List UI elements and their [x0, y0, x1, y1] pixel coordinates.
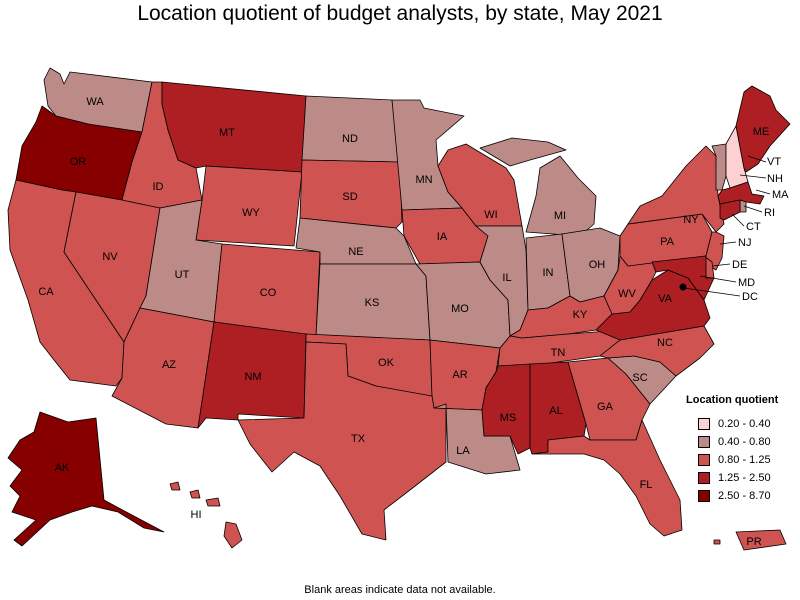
state-label-CO: CO — [260, 287, 277, 299]
state-label-NJ: NJ — [738, 237, 751, 249]
state-label-AZ: AZ — [162, 359, 176, 371]
state-WY[interactable] — [195, 165, 303, 247]
state-AK[interactable] — [7, 411, 165, 547]
legend-label: 0.40 - 0.80 — [718, 436, 771, 448]
state-label-WA: WA — [86, 96, 104, 108]
state-label-UT: UT — [175, 269, 190, 281]
state-FL[interactable] — [531, 419, 683, 537]
state-label-SC: SC — [632, 372, 647, 384]
state-label-MA: MA — [772, 189, 789, 201]
footnote: Blank areas indicate data not available. — [304, 584, 496, 596]
state-label-KY: KY — [573, 309, 588, 321]
state-label-TN: TN — [551, 347, 566, 359]
state-label-ID: ID — [153, 181, 164, 193]
state-label-MT: MT — [219, 127, 235, 139]
state-MS[interactable] — [481, 363, 531, 455]
state-label-NY: NY — [683, 214, 699, 226]
state-label-WV: WV — [618, 288, 636, 300]
state-SD[interactable] — [299, 159, 403, 229]
state-label-PA: PA — [660, 236, 675, 248]
state-label-NM: NM — [244, 371, 261, 383]
state-label-DC: DC — [742, 291, 758, 303]
legend-swatch — [698, 418, 710, 430]
state-TN[interactable] — [497, 329, 623, 367]
territory-PR[interactable] — [735, 529, 787, 551]
state-label-FL: FL — [640, 479, 653, 491]
state-label-MO: MO — [451, 303, 469, 315]
state-label-VT: VT — [767, 156, 781, 168]
state-label-TX: TX — [351, 433, 366, 445]
state-label-LA: LA — [456, 445, 470, 457]
state-label-MI: MI — [554, 210, 566, 222]
state-label-MN: MN — [415, 174, 432, 186]
legend-item: 0.40 - 0.80 — [686, 433, 778, 451]
state-label-IL: IL — [502, 272, 511, 284]
state-label-AL: AL — [549, 405, 562, 417]
state-label-KS: KS — [365, 297, 380, 309]
state-MD[interactable] — [651, 255, 715, 301]
legend-swatch — [698, 472, 710, 484]
state-label-OR: OR — [70, 156, 87, 168]
leader-lines — [683, 155, 771, 297]
state-label-SD: SD — [342, 191, 357, 203]
dc-marker[interactable] — [679, 283, 687, 291]
state-label-CT: CT — [746, 221, 761, 233]
legend-swatch — [698, 436, 710, 448]
pr-island-islet — [713, 539, 721, 545]
legend-item: 0.80 - 1.25 — [686, 451, 778, 469]
state-ME[interactable] — [735, 85, 791, 173]
legend-label: 0.80 - 1.25 — [718, 454, 771, 466]
state-ND[interactable] — [301, 95, 401, 163]
state-label-NC: NC — [657, 337, 673, 349]
state-label-HI-text: HI — [191, 509, 202, 521]
state-label-VA: VA — [658, 293, 673, 305]
state-label-GA: GA — [597, 401, 614, 413]
state-TX[interactable] — [237, 341, 447, 541]
territory-label-PR: PR — [746, 536, 761, 548]
state-label-MS: MS — [500, 412, 517, 424]
state-label-NE: NE — [348, 246, 363, 258]
legend-item: 1.25 - 2.50 — [686, 469, 778, 487]
legend-label: 0.20 - 0.40 — [718, 418, 771, 430]
legend-item: 0.20 - 0.40 — [686, 415, 778, 433]
legend-title: Location quotient — [686, 394, 779, 406]
legend-item: 2.50 - 8.70 — [686, 487, 778, 505]
state-label-AR: AR — [452, 369, 467, 381]
state-label-AK: AK — [55, 462, 70, 474]
state-label-IA: IA — [437, 231, 448, 243]
map-title: Location quotient of budget analysts, by… — [137, 2, 663, 25]
state-label-OK: OK — [378, 357, 395, 369]
legend-swatch — [698, 490, 710, 502]
state-CT[interactable] — [719, 199, 741, 221]
state-HI[interactable] — [169, 481, 243, 549]
state-label-WY: WY — [242, 207, 260, 219]
state-label-ME: ME — [753, 126, 770, 138]
state-label-OH: OH — [589, 259, 606, 271]
state-label-ND: ND — [342, 133, 358, 145]
legend-swatch — [698, 454, 710, 466]
state-label-WI: WI — [484, 209, 497, 221]
legend: Location quotient 0.20 - 0.40 0.40 - 0.8… — [686, 394, 778, 505]
state-label-MD: MD — [738, 277, 755, 289]
state-label-CA: CA — [38, 286, 54, 298]
legend-label: 1.25 - 2.50 — [718, 472, 771, 484]
state-label-NV: NV — [102, 251, 118, 263]
state-label-RI: RI — [764, 207, 775, 219]
legend-label: 2.50 - 8.70 — [718, 490, 771, 502]
state-label-DE: DE — [732, 259, 747, 271]
state-label-IN: IN — [543, 267, 554, 279]
state-label-NH: NH — [767, 173, 783, 185]
